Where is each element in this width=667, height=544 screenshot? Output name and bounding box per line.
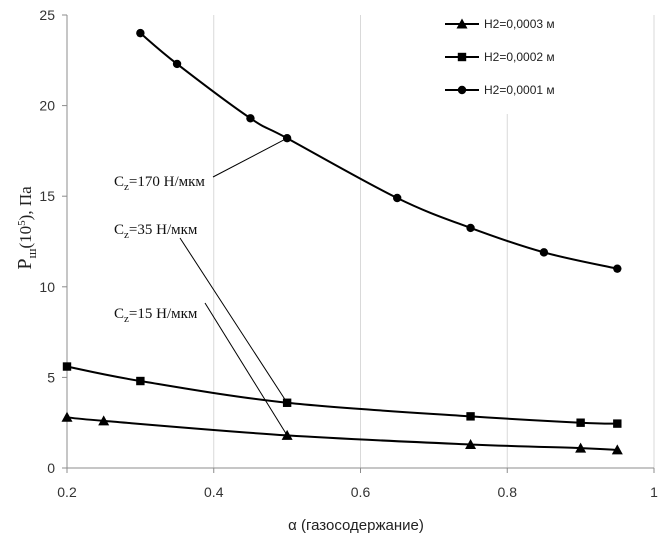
y-tick-label: 0 [47, 460, 55, 476]
data-point-triangle [575, 442, 587, 453]
data-point-triangle [61, 411, 73, 422]
annotation-label: Cz=15 Н/мкм [114, 306, 198, 325]
y-axis-label-sub: ш [24, 249, 39, 259]
annotation-label-value: =15 Н/мкм [129, 306, 198, 322]
legend-marker-triangle [456, 18, 468, 29]
annotation-label: Cz=170 Н/мкм [114, 174, 205, 193]
annotation-leader-line [212, 137, 288, 178]
legend: H2=0,0003 м H2=0,0002 м H2=0,0001 м [438, 14, 614, 114]
annotation-leader-line [179, 237, 288, 404]
data-point-triangle [465, 438, 477, 449]
data-point-triangle [98, 415, 110, 426]
y-tick-label: 10 [39, 279, 55, 295]
legend-label: H2=0,0002 м [484, 50, 555, 64]
annotation-label-sub: z [124, 229, 129, 241]
x-tick-label: 0.8 [498, 484, 518, 500]
series-layer [61, 28, 623, 455]
annotation-label: Cz=35 Н/мкм [114, 222, 198, 241]
data-point-circle [392, 193, 402, 203]
series-line-square [66, 365, 618, 425]
y-tick-label: 20 [39, 98, 55, 114]
y-axis-label: Pш(105), Па [14, 186, 39, 270]
series-line-circle [139, 32, 618, 270]
legend-background [438, 14, 614, 114]
legend-marker-square [457, 52, 467, 62]
annotation-label-sub: z [124, 313, 129, 325]
data-point-circle [172, 59, 182, 69]
x-axis-label-text: (газосодержание) [301, 517, 424, 534]
y-tick-label: 25 [39, 7, 55, 23]
y-axis-label-sup: 5 [16, 220, 28, 226]
x-tick-label: 0.6 [351, 484, 371, 500]
x-tick-label: 0.4 [204, 484, 224, 500]
annotation-label-main: C [114, 174, 124, 190]
x-tick-label: 1 [650, 484, 658, 500]
x-axis-label-symbol: α [288, 517, 297, 534]
y-axis-ticks: 0 5 10 15 20 25 [39, 7, 67, 476]
annotation-label-value: =35 Н/мкм [129, 222, 198, 238]
y-axis-label-paren: (10 [16, 226, 35, 249]
data-point-circle [246, 114, 255, 123]
annotation-label-main: C [114, 222, 124, 238]
legend-label: H2=0,0003 м [484, 17, 555, 31]
data-point-circle [466, 223, 475, 233]
series-line-triangle [66, 416, 618, 451]
y-axis-label-main: P [14, 259, 36, 270]
annotation-label-sub: z [124, 181, 129, 193]
data-point-circle [136, 28, 145, 38]
x-axis-label: α (газосодержание) [288, 517, 424, 534]
data-point-square [62, 362, 72, 371]
x-axis-ticks: 0.2 0.4 0.6 0.8 1 [57, 468, 658, 500]
annotation-label-main: C [114, 306, 124, 322]
x-tick-label: 0.2 [57, 484, 77, 500]
data-point-square [136, 376, 145, 386]
data-point-square [576, 418, 585, 427]
data-point-square [613, 419, 622, 428]
y-tick-label: 5 [47, 369, 55, 385]
annotation-leader-line [204, 302, 288, 436]
data-point-square [466, 412, 475, 421]
data-point-circle [613, 264, 622, 273]
data-point-circle [539, 248, 549, 257]
y-tick-label: 15 [39, 188, 55, 204]
data-point-triangle [611, 444, 623, 455]
legend-marker-circle [457, 85, 467, 95]
legend-label: H2=0,0001 м [484, 83, 555, 97]
annotation-label-value: =170 Н/мкм [129, 174, 205, 190]
y-axis-label-rest: ), Па [16, 186, 35, 220]
